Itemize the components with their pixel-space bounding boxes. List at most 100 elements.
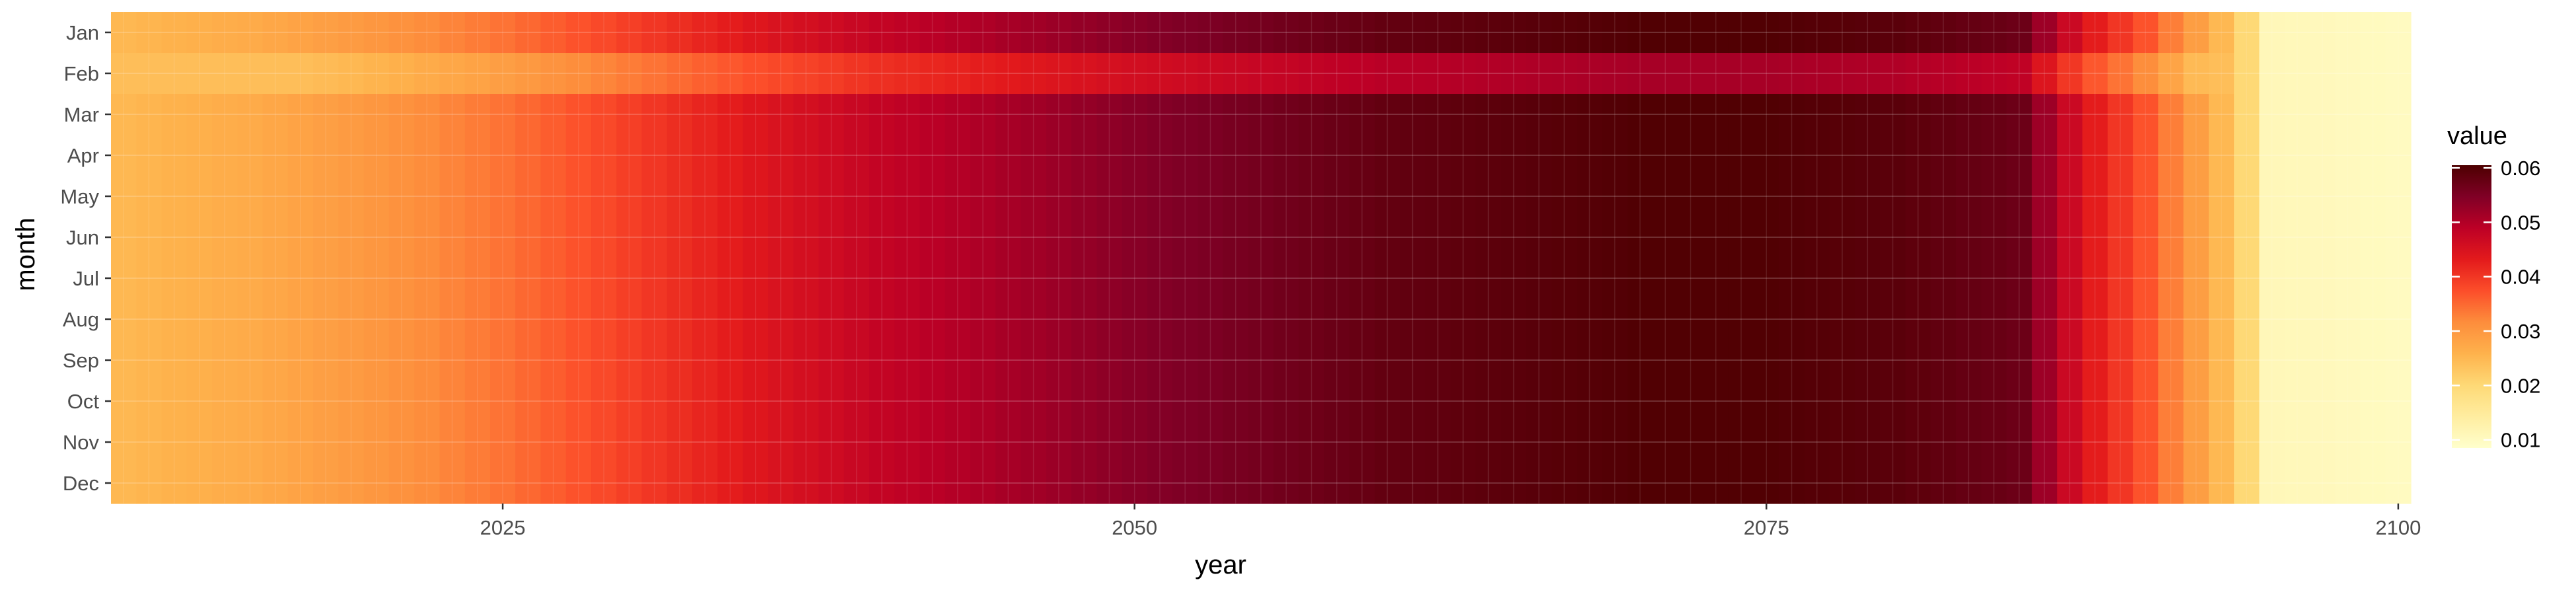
heatmap-cell xyxy=(1273,12,1299,54)
heatmap-cell xyxy=(1956,53,1982,94)
y-tick-label: May xyxy=(60,185,99,208)
heatmap-cell xyxy=(2360,94,2386,135)
heatmap-cell xyxy=(2360,258,2386,299)
heatmap-cell xyxy=(818,135,845,176)
heatmap-cell xyxy=(237,135,264,176)
heatmap-cell xyxy=(2309,135,2336,176)
heatmap-cell xyxy=(717,463,744,504)
heatmap-cell xyxy=(489,258,516,299)
heatmap-cell xyxy=(1349,258,1375,299)
heatmap-cell xyxy=(1905,53,1931,94)
heatmap-cell xyxy=(489,381,516,422)
heatmap-cell xyxy=(793,94,819,135)
heatmap-cell xyxy=(489,340,516,381)
heatmap-cell xyxy=(2057,94,2083,135)
heatmap-cell xyxy=(1678,463,1704,504)
heatmap-cell xyxy=(1248,94,1274,135)
heatmap-cell xyxy=(136,12,162,54)
heatmap-cell xyxy=(186,381,213,422)
heatmap-cell xyxy=(717,422,744,463)
heatmap-cell xyxy=(2183,258,2209,299)
heatmap-cell xyxy=(464,463,491,504)
heatmap-cell xyxy=(1198,299,1224,340)
heatmap-cell xyxy=(1147,381,1173,422)
heatmap-cell xyxy=(2385,53,2412,94)
heatmap-cell xyxy=(1071,381,1097,422)
heatmap-cell xyxy=(1880,53,1906,94)
heatmap-cell xyxy=(2234,176,2260,217)
heatmap-cell xyxy=(1552,258,1577,299)
heatmap-cell xyxy=(2259,381,2285,422)
heatmap-cell xyxy=(793,12,819,54)
heatmap-cell xyxy=(414,135,441,176)
heatmap-cell xyxy=(2360,135,2386,176)
heatmap-cell xyxy=(2208,299,2235,340)
x-axis-title: year xyxy=(1195,550,1246,579)
heatmap-cell xyxy=(2158,217,2184,258)
heatmap-cell xyxy=(2057,53,2083,94)
heatmap-cell xyxy=(2057,217,2083,258)
heatmap-cell xyxy=(1602,94,1628,135)
heatmap-cell xyxy=(2006,12,2032,54)
heatmap-cell xyxy=(363,381,390,422)
heatmap-cell xyxy=(1577,53,1603,94)
heatmap-cell xyxy=(363,176,390,217)
y-tick-label: Feb xyxy=(64,62,99,85)
heatmap-cell xyxy=(1400,176,1426,217)
heatmap-cell xyxy=(1678,258,1704,299)
heatmap-cell xyxy=(2360,381,2386,422)
heatmap-cell xyxy=(2234,53,2260,94)
heatmap-cell xyxy=(1577,94,1603,135)
gridlines xyxy=(111,12,2411,504)
heatmap-cell xyxy=(2208,53,2235,94)
heatmap-cell xyxy=(1956,422,1982,463)
heatmap-cell xyxy=(1425,463,1451,504)
heatmap-cell xyxy=(1046,176,1072,217)
heatmap-cell xyxy=(1577,340,1603,381)
heatmap-cell xyxy=(161,94,188,135)
heatmap-cell xyxy=(1703,258,1729,299)
heatmap-cell xyxy=(388,176,415,217)
heatmap-cell xyxy=(1096,135,1123,176)
heatmap-cell xyxy=(1248,258,1274,299)
heatmap-cell xyxy=(1273,422,1299,463)
heatmap-cell xyxy=(388,299,415,340)
heatmap-cell xyxy=(439,299,466,340)
heatmap-cell xyxy=(2183,340,2209,381)
heatmap-cell xyxy=(1172,381,1198,422)
heatmap-cell xyxy=(1223,12,1249,54)
heatmap-cell xyxy=(1450,422,1476,463)
heatmap-cell xyxy=(1425,94,1451,135)
heatmap-cell xyxy=(338,258,365,299)
heatmap-cell xyxy=(2082,422,2108,463)
heatmap-cell xyxy=(136,463,162,504)
heatmap-cell xyxy=(1425,135,1451,176)
heatmap-cell xyxy=(894,422,921,463)
heatmap-cell xyxy=(212,258,238,299)
heatmap-cell xyxy=(540,258,567,299)
heatmap-cell xyxy=(1956,340,1982,381)
heatmap-cell xyxy=(1930,258,1956,299)
heatmap-cell xyxy=(1627,299,1653,340)
heatmap-cells xyxy=(111,12,2412,504)
heatmap-cell xyxy=(1678,176,1704,217)
heatmap-cell xyxy=(287,340,314,381)
heatmap-cell xyxy=(515,217,542,258)
heatmap-cell xyxy=(1198,53,1224,94)
heatmap-cell xyxy=(2006,217,2032,258)
heatmap-cell xyxy=(1096,299,1123,340)
heatmap-cell xyxy=(388,381,415,422)
heatmap-cell xyxy=(1147,258,1173,299)
heatmap-cell xyxy=(894,217,921,258)
heatmap-cell xyxy=(489,94,516,135)
heatmap-cell xyxy=(2107,340,2133,381)
heatmap-cell xyxy=(186,12,213,54)
heatmap-cell xyxy=(565,176,592,217)
heatmap-cell xyxy=(1223,135,1249,176)
heatmap-cell xyxy=(515,340,542,381)
heatmap-cell xyxy=(2133,422,2159,463)
heatmap-cell xyxy=(2284,381,2310,422)
heatmap-cell xyxy=(464,258,491,299)
heatmap-cell xyxy=(1223,53,1249,94)
heatmap-cell xyxy=(1147,53,1173,94)
